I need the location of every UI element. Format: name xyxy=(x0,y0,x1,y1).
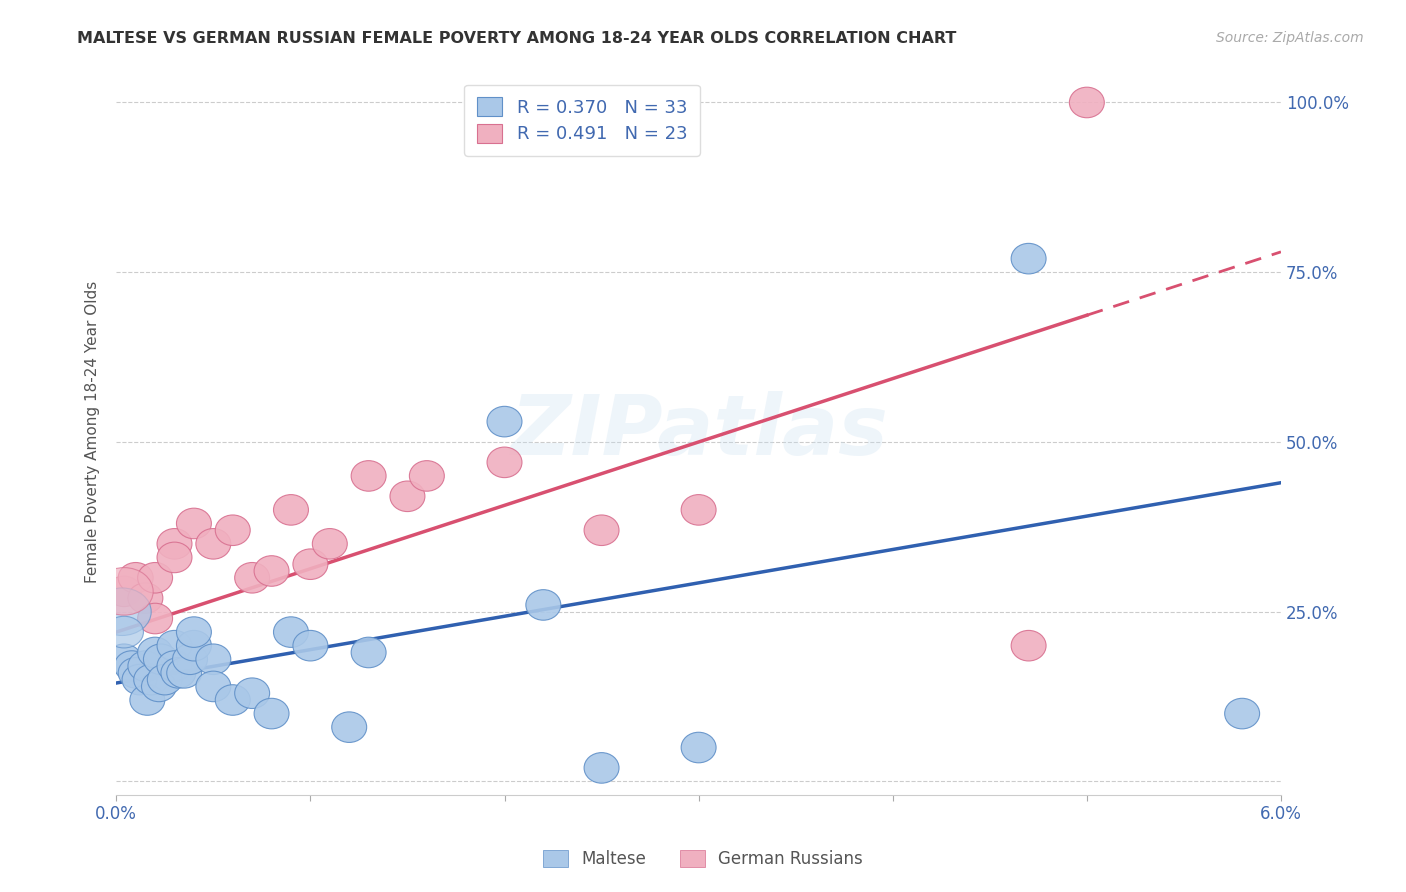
Ellipse shape xyxy=(118,657,153,688)
Ellipse shape xyxy=(292,631,328,661)
Ellipse shape xyxy=(389,481,425,512)
Ellipse shape xyxy=(148,665,183,695)
Ellipse shape xyxy=(486,407,522,437)
Ellipse shape xyxy=(1070,87,1104,118)
Ellipse shape xyxy=(93,588,152,635)
Ellipse shape xyxy=(157,529,193,559)
Ellipse shape xyxy=(681,494,716,525)
Ellipse shape xyxy=(409,460,444,491)
Ellipse shape xyxy=(292,549,328,580)
Ellipse shape xyxy=(195,644,231,674)
Ellipse shape xyxy=(176,617,211,648)
Ellipse shape xyxy=(128,582,163,614)
Ellipse shape xyxy=(129,685,165,715)
Ellipse shape xyxy=(138,603,173,634)
Ellipse shape xyxy=(583,515,619,546)
Ellipse shape xyxy=(195,671,231,702)
Ellipse shape xyxy=(157,651,193,681)
Ellipse shape xyxy=(96,567,153,615)
Ellipse shape xyxy=(134,665,169,695)
Ellipse shape xyxy=(1011,244,1046,274)
Ellipse shape xyxy=(332,712,367,742)
Ellipse shape xyxy=(352,637,387,668)
Ellipse shape xyxy=(128,651,163,681)
Text: Source: ZipAtlas.com: Source: ZipAtlas.com xyxy=(1216,31,1364,45)
Ellipse shape xyxy=(157,631,193,661)
Ellipse shape xyxy=(167,657,201,688)
Ellipse shape xyxy=(215,685,250,715)
Ellipse shape xyxy=(254,698,290,729)
Ellipse shape xyxy=(138,563,173,593)
Text: MALTESE VS GERMAN RUSSIAN FEMALE POVERTY AMONG 18-24 YEAR OLDS CORRELATION CHART: MALTESE VS GERMAN RUSSIAN FEMALE POVERTY… xyxy=(77,31,956,46)
Ellipse shape xyxy=(176,631,211,661)
Ellipse shape xyxy=(142,671,176,702)
Ellipse shape xyxy=(122,665,157,695)
Legend: Maltese, German Russians: Maltese, German Russians xyxy=(537,843,869,875)
Ellipse shape xyxy=(118,563,153,593)
Y-axis label: Female Poverty Among 18-24 Year Olds: Female Poverty Among 18-24 Year Olds xyxy=(86,281,100,582)
Ellipse shape xyxy=(352,460,387,491)
Ellipse shape xyxy=(143,644,179,674)
Ellipse shape xyxy=(235,563,270,593)
Ellipse shape xyxy=(176,508,211,539)
Ellipse shape xyxy=(526,590,561,620)
Ellipse shape xyxy=(173,644,208,674)
Ellipse shape xyxy=(312,529,347,559)
Ellipse shape xyxy=(215,515,250,546)
Ellipse shape xyxy=(681,732,716,763)
Legend: R = 0.370   N = 33, R = 0.491   N = 23: R = 0.370 N = 33, R = 0.491 N = 23 xyxy=(464,85,700,156)
Ellipse shape xyxy=(235,678,270,708)
Ellipse shape xyxy=(104,616,143,648)
Ellipse shape xyxy=(160,657,195,688)
Ellipse shape xyxy=(1011,631,1046,661)
Ellipse shape xyxy=(157,542,193,573)
Ellipse shape xyxy=(1225,698,1260,729)
Text: ZIPatlas: ZIPatlas xyxy=(510,392,887,472)
Ellipse shape xyxy=(274,494,308,525)
Ellipse shape xyxy=(107,576,142,607)
Ellipse shape xyxy=(195,529,231,559)
Ellipse shape xyxy=(138,637,173,668)
Ellipse shape xyxy=(274,617,308,648)
Ellipse shape xyxy=(486,447,522,477)
Ellipse shape xyxy=(114,651,149,681)
Ellipse shape xyxy=(583,753,619,783)
Ellipse shape xyxy=(254,556,290,586)
Ellipse shape xyxy=(107,644,142,674)
